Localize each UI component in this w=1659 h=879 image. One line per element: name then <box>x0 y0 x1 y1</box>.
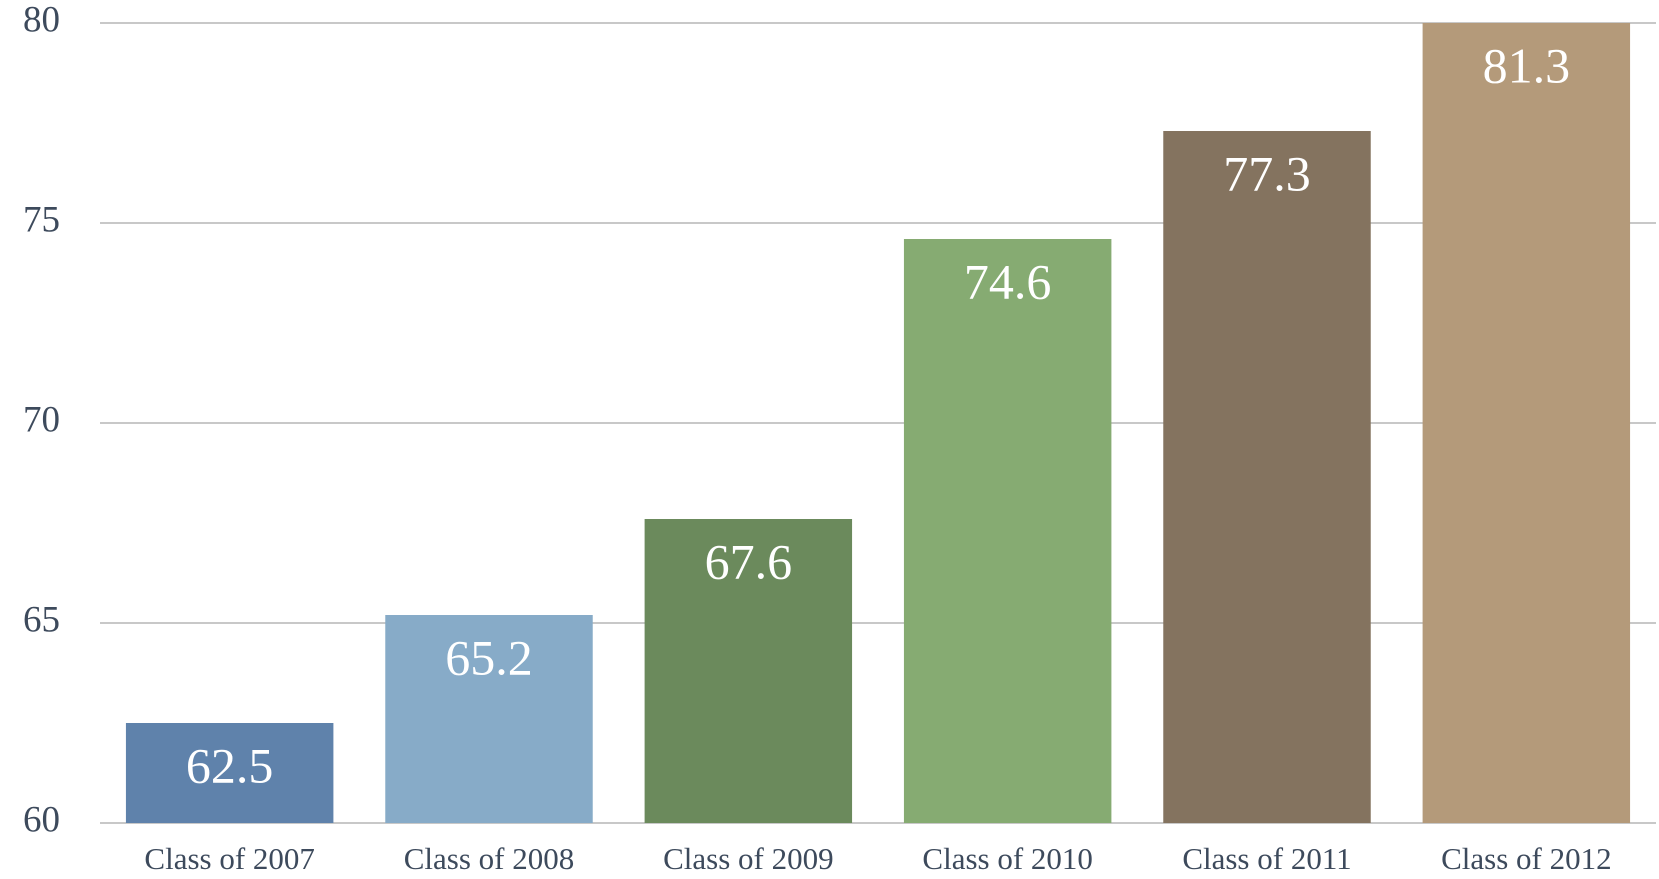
value-label: 67.6 <box>705 533 793 589</box>
y-tick-label: 70 <box>23 399 60 440</box>
bar <box>1163 131 1371 823</box>
bars <box>125 23 1631 823</box>
bar <box>125 723 334 823</box>
x-tick-label: Class of 2009 <box>663 841 834 876</box>
value-label: 74.6 <box>964 253 1052 309</box>
bar <box>1422 23 1631 823</box>
value-label: 65.2 <box>445 629 533 685</box>
x-tick-label: Class of 2012 <box>1441 841 1612 876</box>
bar <box>644 519 853 823</box>
x-tick-label: Class of 2007 <box>144 841 315 876</box>
value-label: 62.5 <box>186 737 274 793</box>
y-tick-label: 60 <box>23 799 60 840</box>
value-label: 81.3 <box>1483 37 1571 93</box>
value-label: 77.3 <box>1223 145 1311 201</box>
bar <box>385 615 593 823</box>
bar <box>903 239 1112 823</box>
y-tick-label: 65 <box>23 599 60 640</box>
x-tick-label: Class of 2011 <box>1182 841 1351 876</box>
y-tick-label: 80 <box>23 0 60 40</box>
x-tick-label: Class of 2008 <box>404 841 575 876</box>
x-tick-label: Class of 2010 <box>922 841 1093 876</box>
y-tick-label: 75 <box>23 199 60 240</box>
